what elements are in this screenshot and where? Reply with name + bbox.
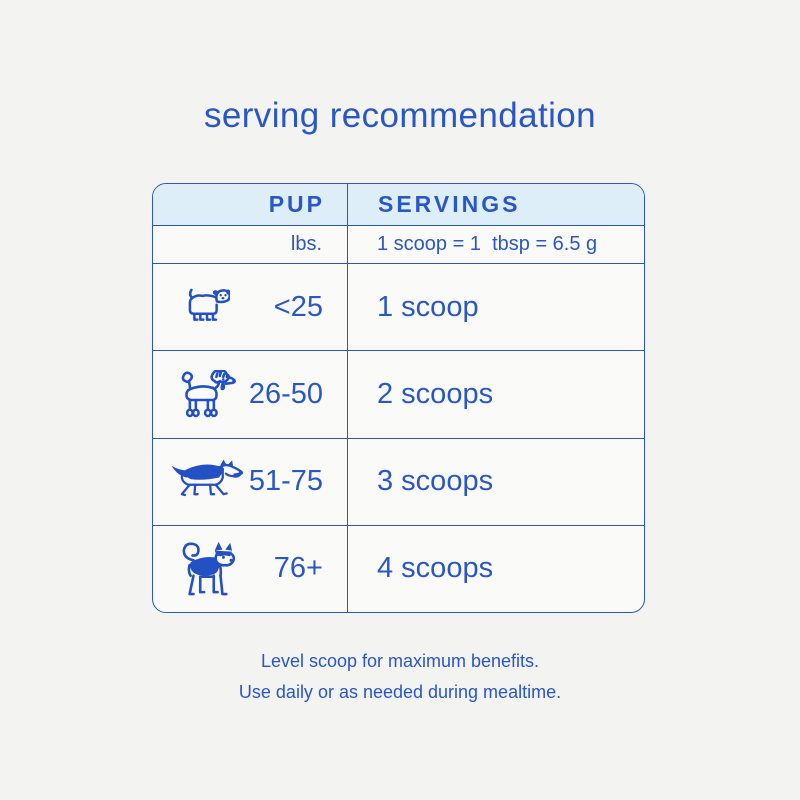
conversion-label: 1 scoop = 1 tbsp = 6.5 g xyxy=(377,233,598,255)
serving-amount: 3 scoops xyxy=(377,465,494,498)
table-subheader-row: lbs. 1 scoop = 1 tbsp = 6.5 g xyxy=(153,225,644,263)
table-row: 51-75 3 scoops xyxy=(153,437,644,525)
serving-amount: 1 scoop xyxy=(377,290,479,323)
footer-line-2: Use daily or as needed during mealtime. xyxy=(238,682,562,702)
serving-amount: 2 scoops xyxy=(377,377,494,410)
table-row: <25 1 scoop xyxy=(153,263,644,351)
pup-cell: 26-50 xyxy=(153,351,348,438)
weight-range: 26-50 xyxy=(248,377,323,410)
serving-table: PUP SERVINGS lbs. 1 scoop = 1 tbsp = 6.5… xyxy=(152,183,645,613)
table-row: 26-50 2 scoops xyxy=(153,350,644,438)
table-row: 76+ 4 scoops xyxy=(153,524,644,612)
weight-range: <25 xyxy=(273,290,323,323)
column-header-servings: SERVINGS xyxy=(378,191,521,217)
weight-range: 76+ xyxy=(273,552,323,585)
pup-cell: 51-75 xyxy=(153,438,348,525)
footer-line-1: Level scoop for maximum benefits. xyxy=(260,651,540,671)
pup-cell: <25 xyxy=(153,264,348,351)
husky-dog-icon xyxy=(167,540,247,598)
poodle-dog-icon xyxy=(167,369,247,420)
footer-note: Level scoop for maximum benefits. Use da… xyxy=(0,646,800,708)
table-header-row: PUP SERVINGS xyxy=(153,184,644,225)
page-title: serving recommendation xyxy=(203,96,597,135)
column-header-pup: PUP xyxy=(153,184,348,225)
terrier-dog-icon xyxy=(167,287,247,327)
german-shepherd-dog-icon xyxy=(167,458,247,505)
weight-range: 51-75 xyxy=(248,465,323,498)
unit-label: lbs. xyxy=(153,226,348,263)
serving-amount: 4 scoops xyxy=(377,552,494,585)
pup-cell: 76+ xyxy=(153,525,348,612)
